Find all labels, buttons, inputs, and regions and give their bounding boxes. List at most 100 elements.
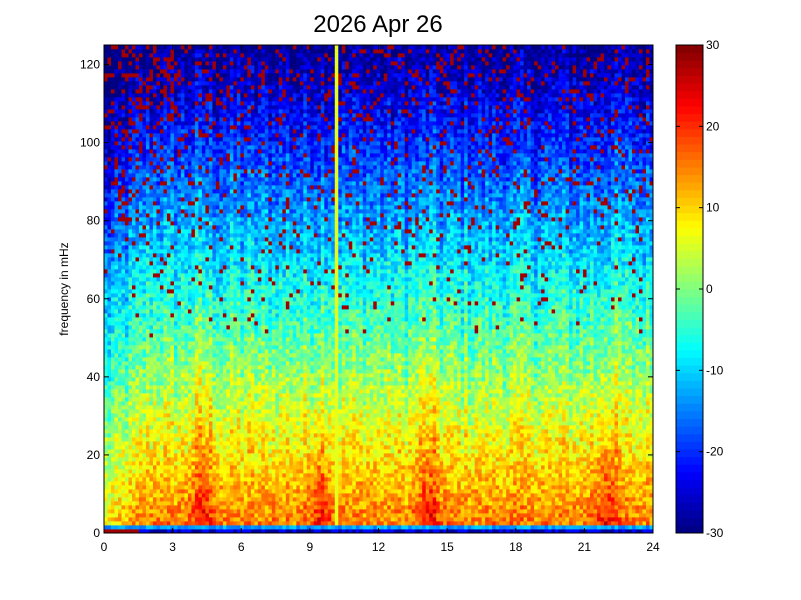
heatmap-cell	[170, 85, 175, 90]
heatmap-cell	[142, 121, 147, 126]
heatmap-cell	[226, 45, 231, 50]
heatmap-cell	[138, 169, 143, 174]
heatmap-cell	[173, 497, 178, 502]
heatmap-cell	[191, 45, 196, 50]
heatmap-cell	[104, 481, 108, 486]
heatmap-cell	[184, 437, 189, 442]
heatmap-cell	[114, 397, 119, 402]
heatmap-cell	[184, 81, 189, 86]
heatmap-cell	[166, 77, 171, 82]
heatmap-cell	[152, 101, 157, 106]
heatmap-cell	[104, 209, 108, 214]
heatmap-cell	[128, 121, 133, 126]
heatmap-cell	[215, 97, 220, 102]
heatmap-cell	[131, 417, 136, 422]
heatmap-cell	[121, 297, 126, 302]
heatmap-cell	[212, 249, 217, 254]
heatmap-cell	[166, 409, 171, 414]
heatmap-cell	[191, 109, 196, 114]
heatmap-cell	[152, 357, 157, 362]
heatmap-cell	[243, 529, 248, 534]
heatmap-cell	[110, 509, 115, 514]
heatmap-cell	[205, 357, 210, 362]
heatmap-cell	[201, 233, 206, 238]
heatmap-cell	[149, 105, 154, 110]
heatmap-cell	[194, 137, 199, 142]
heatmap-cell	[152, 73, 157, 78]
heatmap-cell	[104, 77, 108, 82]
heatmap-cell	[215, 497, 220, 502]
heatmap-cell	[198, 285, 203, 290]
heatmap-cell	[163, 529, 168, 534]
heatmap-cell	[212, 253, 217, 258]
heatmap-cell	[166, 501, 171, 506]
heatmap-cell	[240, 273, 245, 278]
heatmap-cell	[180, 401, 185, 406]
heatmap-cell	[184, 509, 189, 514]
heatmap-cell	[170, 481, 175, 486]
heatmap-cell	[107, 513, 112, 518]
heatmap-cell	[173, 233, 178, 238]
heatmap-cell	[124, 257, 129, 262]
heatmap-cell	[163, 361, 168, 366]
heatmap-cell	[107, 129, 112, 134]
heatmap-cell	[226, 49, 231, 54]
heatmap-cell	[180, 193, 185, 198]
heatmap-cell	[177, 345, 182, 350]
heatmap-cell	[159, 389, 164, 394]
heatmap-cell	[198, 277, 203, 282]
heatmap-cell	[166, 157, 171, 162]
heatmap-cell	[159, 77, 164, 82]
heatmap-cell	[170, 253, 175, 258]
heatmap-cell	[138, 145, 143, 150]
heatmap-cell	[201, 257, 206, 262]
heatmap-cell	[205, 437, 210, 442]
heatmap-cell	[229, 405, 234, 410]
heatmap-cell	[240, 441, 245, 446]
heatmap-cell	[128, 421, 133, 426]
heatmap-cell	[229, 365, 234, 370]
heatmap-cell	[236, 165, 241, 170]
heatmap-cell	[156, 173, 161, 178]
heatmap-cell	[142, 405, 147, 410]
heatmap-cell	[191, 449, 196, 454]
heatmap-cell	[194, 445, 199, 450]
heatmap-cell	[184, 65, 189, 70]
heatmap-cell	[114, 433, 119, 438]
heatmap-cell	[219, 329, 224, 334]
heatmap-cell	[128, 165, 133, 170]
heatmap-cell	[121, 113, 126, 118]
heatmap-cell	[117, 493, 122, 498]
heatmap-cell	[201, 65, 206, 70]
heatmap-cell	[117, 97, 122, 102]
heatmap-cell	[163, 89, 168, 94]
heatmap-cell	[198, 461, 203, 466]
heatmap-cell	[194, 473, 199, 478]
heatmap-cell	[145, 481, 150, 486]
heatmap-cell	[229, 313, 234, 318]
heatmap-cell	[215, 249, 220, 254]
heatmap-cell	[121, 293, 126, 298]
heatmap-cell	[104, 245, 108, 250]
heatmap-cell	[236, 421, 241, 426]
heatmap-cell	[229, 277, 234, 282]
heatmap-cell	[170, 465, 175, 470]
heatmap-cell	[131, 341, 136, 346]
heatmap-cell	[180, 221, 185, 226]
heatmap-cell	[114, 353, 119, 358]
heatmap-cell	[180, 493, 185, 498]
heatmap-cell	[212, 181, 217, 186]
heatmap-cell	[159, 225, 164, 230]
heatmap-cell	[170, 49, 175, 54]
heatmap-cell	[159, 501, 164, 506]
heatmap-cell	[177, 201, 182, 206]
heatmap-cell	[170, 121, 175, 126]
heatmap-cell	[226, 433, 231, 438]
heatmap-cell	[198, 97, 203, 102]
heatmap-cell	[107, 349, 112, 354]
heatmap-cell	[243, 189, 248, 194]
heatmap-cell	[215, 157, 220, 162]
heatmap-cell	[131, 357, 136, 362]
heatmap-cell	[229, 105, 234, 110]
